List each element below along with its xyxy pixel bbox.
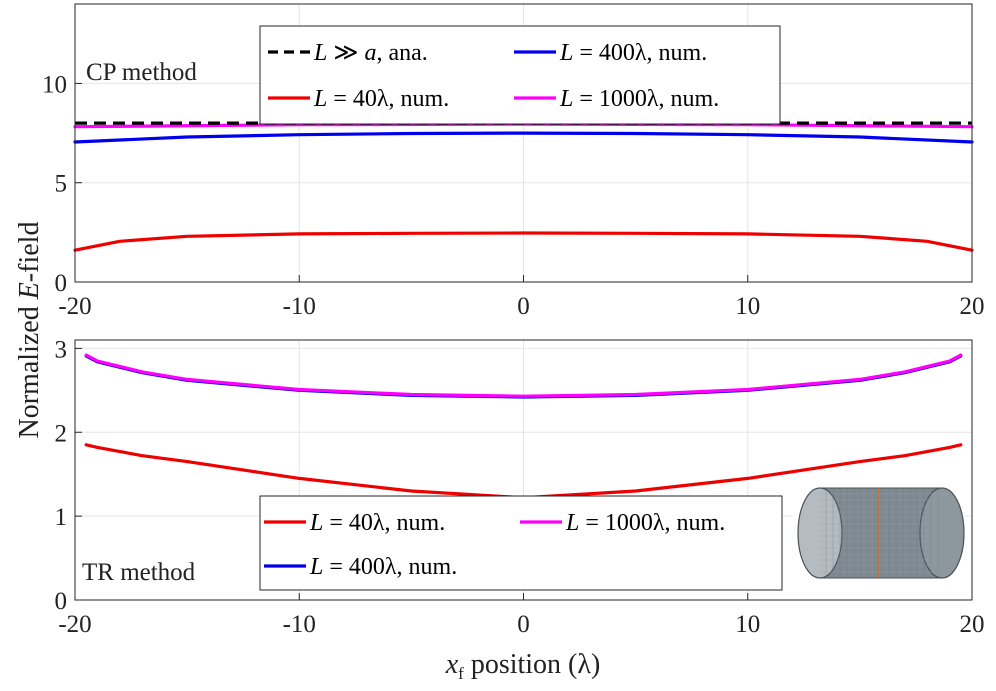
cylinder-left-end bbox=[797, 487, 843, 579]
tr-ticks: -20 -10 0 10 20 0 1 2 3 bbox=[55, 336, 985, 638]
x-tick-label: 20 bbox=[960, 611, 985, 638]
x-tick-label: 10 bbox=[735, 293, 760, 320]
cp-method-label: CP method bbox=[86, 59, 197, 86]
y-tick-label: 5 bbox=[55, 171, 68, 198]
legend-entry: L = 40λ, num. bbox=[309, 510, 445, 536]
y-tick-label: 1 bbox=[55, 504, 68, 531]
x-tick-label: 10 bbox=[735, 611, 760, 638]
x-tick-label: 0 bbox=[517, 611, 530, 638]
x-tick-label: 0 bbox=[517, 293, 530, 320]
y-tick-label: 0 bbox=[55, 270, 68, 297]
x-tick-label: -10 bbox=[283, 611, 316, 638]
tr-legend: L = 40λ, num. L = 1000λ, num. L = 400λ, nu… bbox=[259, 495, 783, 591]
legend-entry: L = 1000λ, num. bbox=[565, 510, 725, 536]
tr-method-label: TR method bbox=[82, 559, 196, 586]
y-tick-label: 0 bbox=[55, 588, 68, 615]
series-line-1000-numeric bbox=[84, 353, 963, 398]
cylinder-mesh-lines bbox=[820, 489, 942, 577]
x-tick-label: -20 bbox=[58, 611, 91, 638]
x-axis-label: xf position (λ) bbox=[445, 649, 601, 683]
legend-entry: L = 1000λ, num. bbox=[559, 86, 719, 112]
x-tick-label: -20 bbox=[58, 293, 91, 320]
legend-entry: L ≫ a, ana. bbox=[313, 40, 428, 66]
cylinder-inset-image bbox=[792, 474, 965, 586]
y-axis-label: Normalized E-field bbox=[14, 222, 45, 439]
series-line-400-numeric bbox=[73, 131, 974, 144]
y-tick-label: 10 bbox=[42, 71, 67, 98]
cylinder-right-end bbox=[919, 487, 965, 579]
y-tick-label: 2 bbox=[55, 420, 68, 447]
legend-box bbox=[259, 25, 781, 125]
legend-entry: L = 400λ, num. bbox=[309, 554, 457, 580]
series-line-40-numeric bbox=[73, 231, 974, 252]
cp-method-panel: -20 -10 0 10 20 0 5 10 CP method L ≫ a, ana. L =… bbox=[42, 3, 985, 320]
x-tick-label: 20 bbox=[960, 293, 985, 320]
legend-box bbox=[259, 495, 783, 591]
cp-legend: L ≫ a, ana. L = 400λ, num. L = 40λ, num. L … bbox=[259, 25, 781, 125]
legend-entry: L = 400λ, num. bbox=[559, 40, 707, 66]
legend-entry: L = 40λ, num. bbox=[313, 86, 449, 112]
y-tick-label: 3 bbox=[55, 336, 68, 363]
x-tick-label: -10 bbox=[283, 293, 316, 320]
cp-ticks: -20 -10 0 10 20 0 5 10 bbox=[42, 71, 985, 320]
